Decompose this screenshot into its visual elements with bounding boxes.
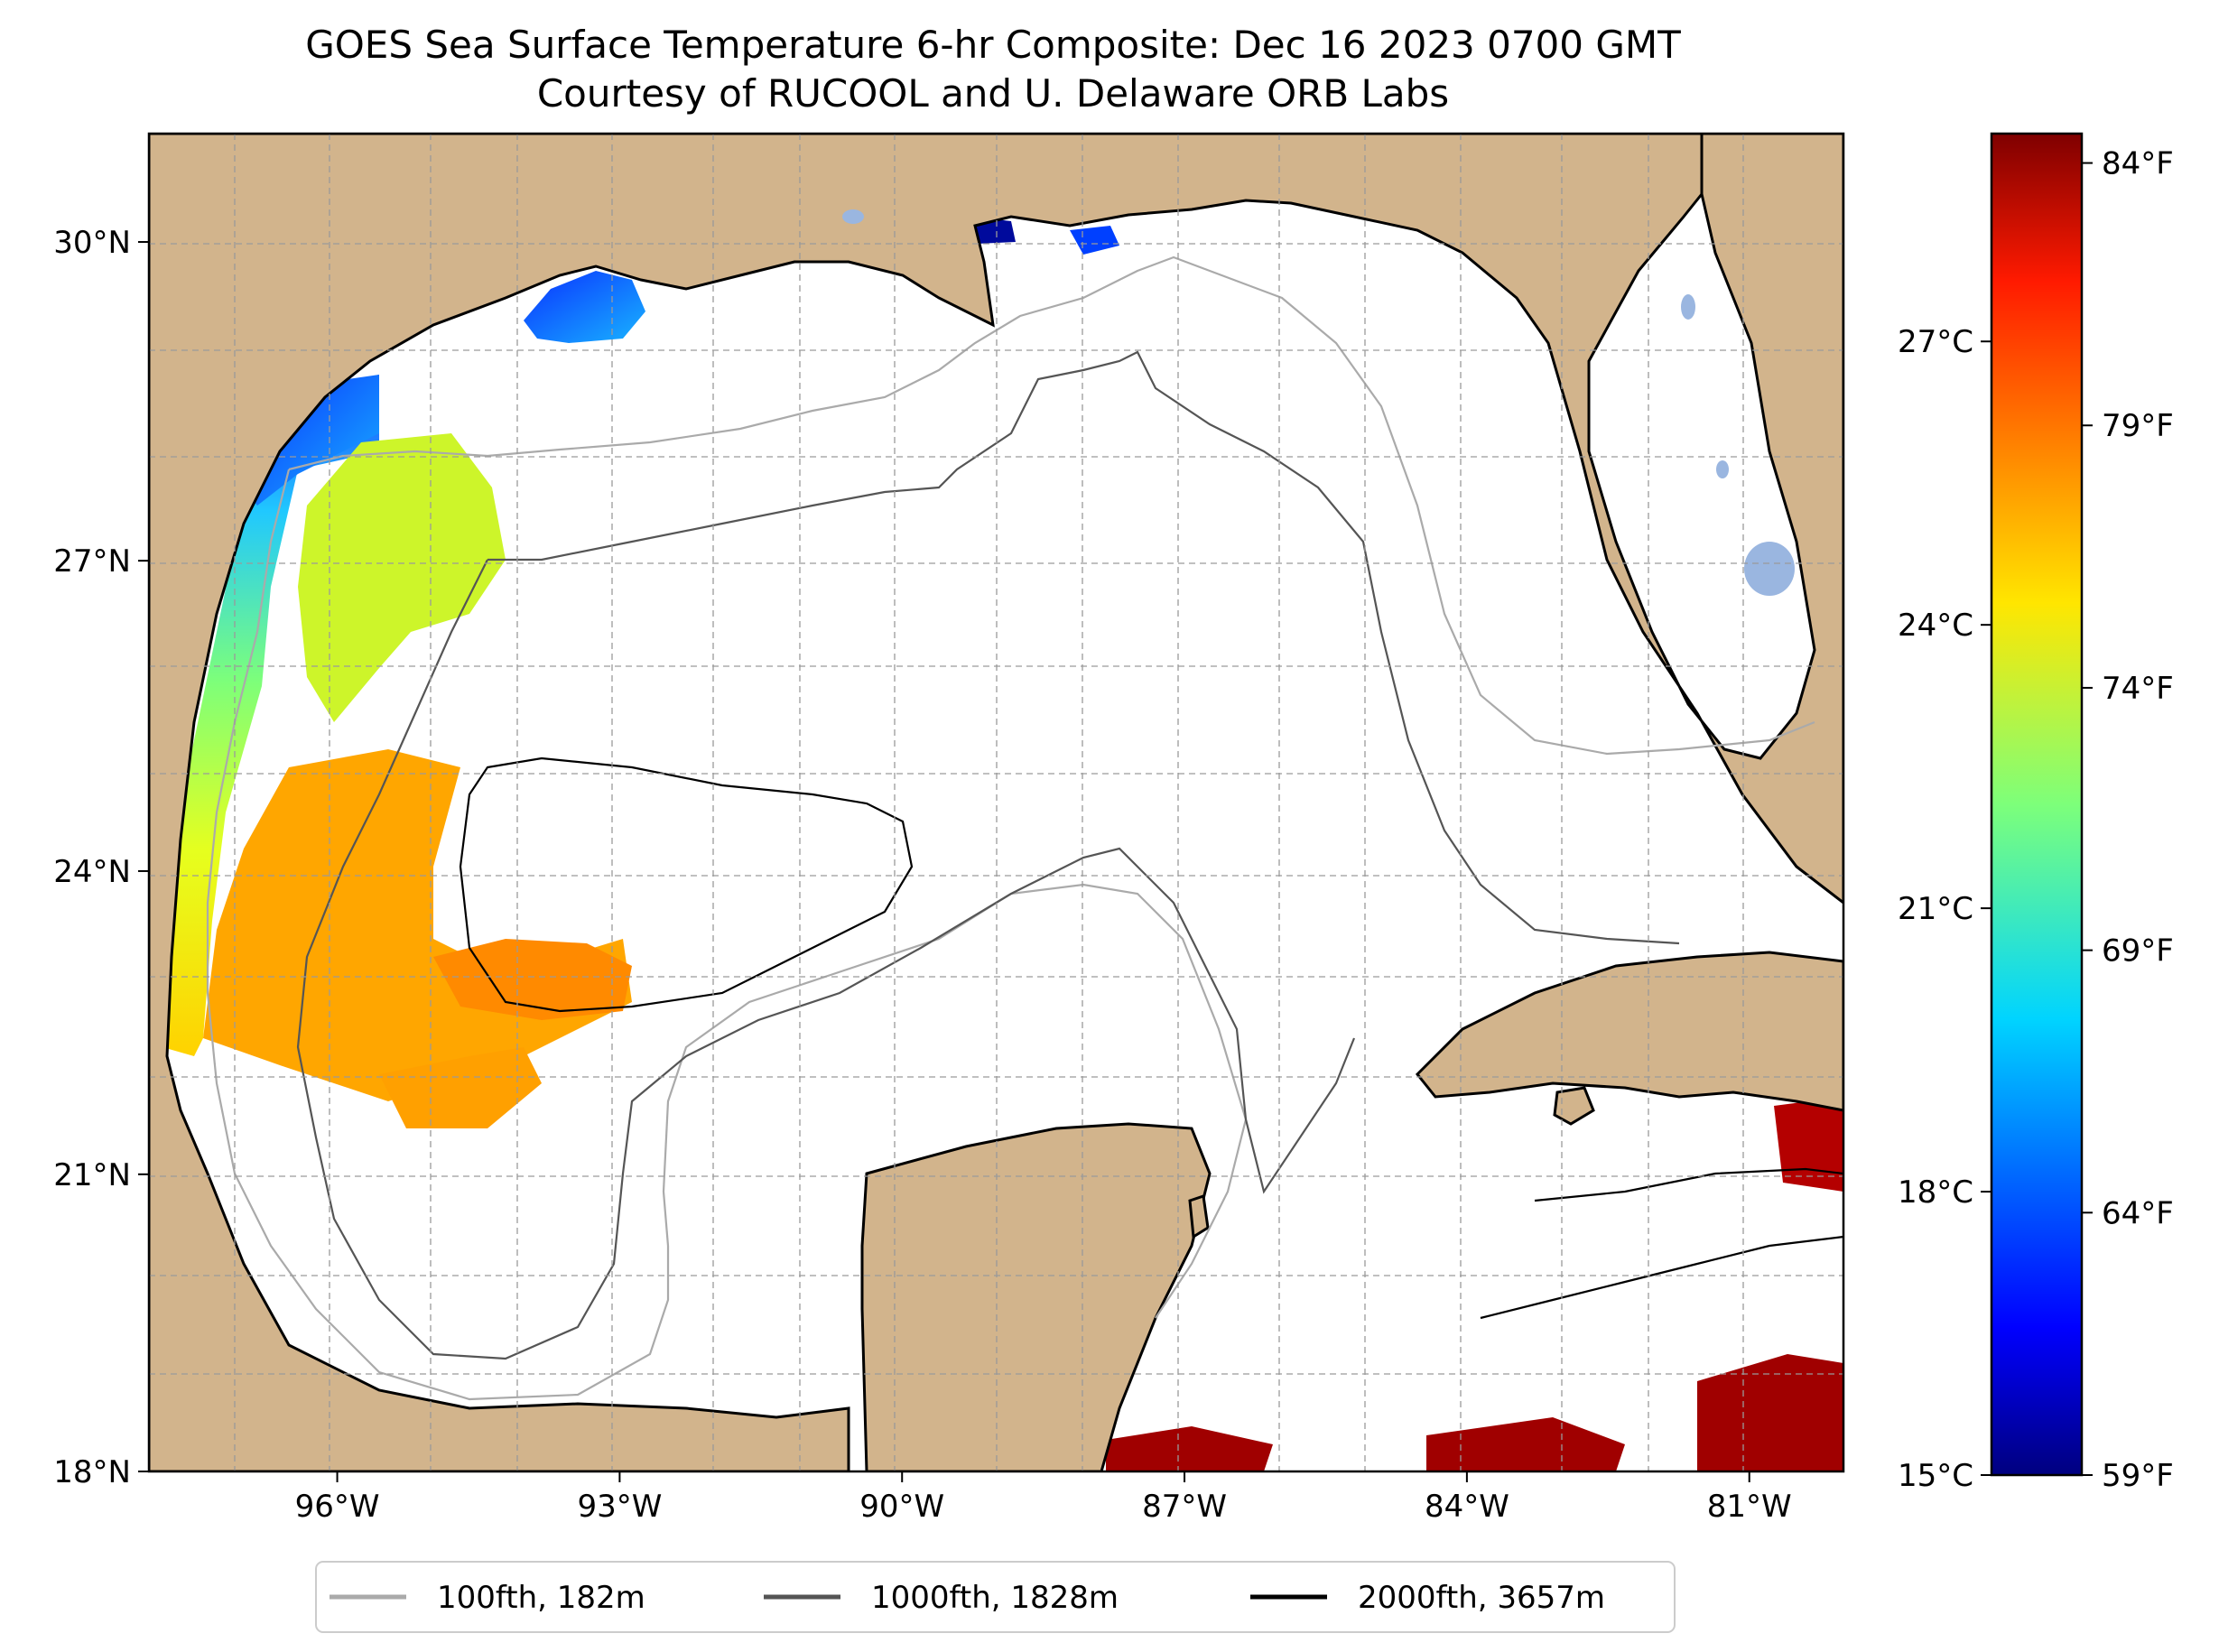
- celsius-tick-label: 15°C: [1898, 1458, 1973, 1494]
- latitude-axis: 18°N 21°N 24°N 27°N 30°N: [53, 225, 149, 1490]
- fahrenheit-tick-label: 74°F: [2102, 671, 2174, 707]
- celsius-tick-label: 24°C: [1898, 608, 1973, 644]
- celsius-tick-label: 18°C: [1898, 1174, 1973, 1211]
- lake-small-fl-2: [1716, 460, 1729, 478]
- map-frame: [147, 132, 1845, 1473]
- land-isla-juventud: [1553, 1086, 1595, 1126]
- contour-2000fth: [459, 756, 1843, 1320]
- land-cuba: [1415, 951, 1843, 1112]
- lon-tick-label: 87°W: [1142, 1489, 1227, 1525]
- sst-orange-filament: [433, 939, 632, 1020]
- land-usa-gulf-coast: [149, 134, 1843, 1471]
- fahrenheit-tick-label: 79°F: [2102, 408, 2174, 444]
- legend-box: [315, 1561, 1676, 1633]
- land-yucatan: [860, 1122, 1212, 1471]
- sst-caribbean-warm-patch-3: [1426, 1417, 1625, 1471]
- lon-tick-label: 93°W: [577, 1489, 662, 1525]
- contour-100fth: [206, 255, 1815, 1401]
- sst-texas-shelf-green: [298, 433, 506, 722]
- fahrenheit-tick-label: 84°F: [2102, 146, 2174, 182]
- colorbar-ramp: [1990, 132, 2084, 1477]
- sst-caribbean-warm-patch-2: [1697, 1354, 1843, 1471]
- sst-sabine-cold-patch: [524, 271, 645, 343]
- lake-okeechobee: [1744, 542, 1795, 596]
- celsius-tick-label: 27°C: [1898, 324, 1973, 360]
- colorbar-celsius-ticks: 15°C 18°C 21°C 24°C 27°C: [1898, 324, 1992, 1494]
- lon-tick-label: 84°W: [1425, 1489, 1509, 1525]
- legend-label-2000fth: 2000fth, 3657m: [1358, 1580, 1605, 1616]
- land-cozumel: [1188, 1194, 1210, 1239]
- sst-orange-east-tongue: [379, 1047, 542, 1128]
- fahrenheit-tick-label: 69°F: [2102, 933, 2174, 970]
- longitude-axis: 96°W 93°W 90°W 87°W 84°W 81°W: [295, 1471, 1792, 1525]
- sst-caribbean-warm-patch-4: [1106, 1426, 1273, 1471]
- map-title-line2: Courtesy of RUCOOL and U. Delaware ORB L…: [537, 71, 1449, 116]
- colorbar-fahrenheit-ticks: 59°F 64°F 69°F 74°F 79°F 84°F: [2082, 146, 2174, 1494]
- fahrenheit-tick-label: 64°F: [2102, 1195, 2174, 1231]
- contour-legend: 100fth, 182m 1000fth, 1828m 2000fth, 365…: [315, 1561, 1676, 1633]
- lon-tick-label: 81°W: [1707, 1489, 1792, 1525]
- bathymetry-contours: [206, 255, 1843, 1401]
- graticule: [149, 134, 1843, 1471]
- lake-pontchartrain: [842, 209, 864, 224]
- lon-tick-label: 96°W: [295, 1489, 380, 1525]
- land: [149, 134, 1843, 1471]
- lat-tick-label: 18°N: [53, 1454, 131, 1490]
- sst-caribbean-warm-patch-1: [1774, 1097, 1843, 1192]
- lat-tick-label: 24°N: [53, 854, 131, 890]
- colorbar: 15°C 18°C 21°C 24°C 27°C 59°F 64°F 69°F 74°F 79°…: [1898, 132, 2174, 1494]
- contour-1000fth: [296, 350, 1680, 1360]
- lat-tick-label: 27°N: [53, 543, 131, 580]
- lat-tick-label: 30°N: [53, 225, 131, 261]
- fahrenheit-tick-label: 59°F: [2102, 1458, 2174, 1494]
- lakes: [842, 209, 1795, 596]
- map-title-line1: GOES Sea Surface Temperature 6-hr Compos…: [305, 23, 1681, 67]
- lat-tick-label: 21°N: [53, 1157, 131, 1193]
- map-panel: 96°W 93°W 90°W 87°W 84°W 81°W 18°N 21°N 24°N 27°…: [53, 132, 1845, 1525]
- legend-label-1000fth: 1000fth, 1828m: [871, 1580, 1119, 1616]
- celsius-tick-label: 21°C: [1898, 891, 1973, 927]
- lon-tick-label: 90°W: [859, 1489, 944, 1525]
- lake-small-fl-1: [1681, 294, 1695, 320]
- legend-label-100fth: 100fth, 182m: [437, 1580, 645, 1616]
